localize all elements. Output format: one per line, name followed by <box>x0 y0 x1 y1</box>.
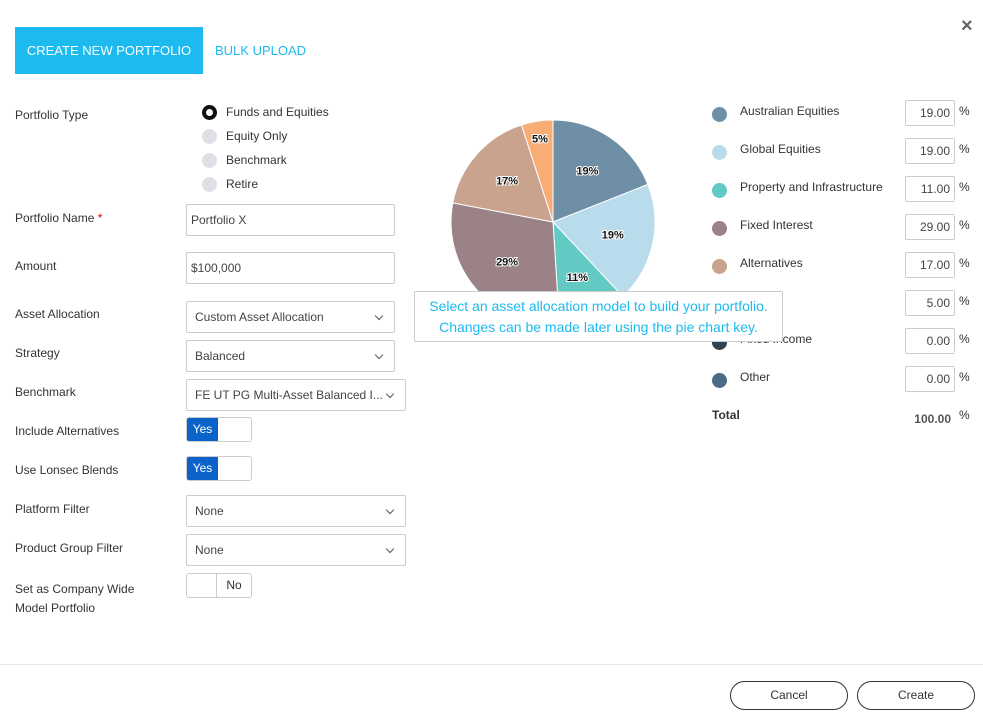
legend-label: Alternatives <box>740 256 803 270</box>
unit: % <box>959 180 970 194</box>
allocation-input[interactable]: 19.00 <box>905 100 955 126</box>
legend-swatch <box>712 183 727 198</box>
toggle-text: No <box>216 574 251 597</box>
unit: % <box>959 104 970 118</box>
slice-label: 19% <box>602 229 624 241</box>
allocation-input[interactable]: 0.00 <box>905 328 955 354</box>
legend-label: Other <box>740 370 771 384</box>
legend-label: Property and Infrastructure <box>740 180 883 194</box>
label: Use Lonsec Blends <box>15 463 119 477</box>
radio-label: Funds and Equities <box>226 105 329 119</box>
tooltip-line: Changes can be made later using the pie … <box>439 319 758 335</box>
toggle[interactable]: Yes <box>186 417 252 442</box>
legend-swatch <box>712 145 727 160</box>
label: Amount <box>15 259 57 273</box>
legend-label: Global Equities <box>740 142 821 156</box>
legend-swatch <box>712 221 727 236</box>
allocation-input[interactable]: 5.00 <box>905 290 955 316</box>
radio-label: Retire <box>226 177 259 191</box>
allocation-input[interactable]: 0.00 <box>905 366 955 392</box>
label: Platform Filter <box>15 502 90 516</box>
select[interactable]: None <box>186 495 406 527</box>
unit: % <box>959 408 970 422</box>
legend-swatch <box>712 259 727 274</box>
pie-slice <box>552 183 656 298</box>
pie-slice <box>520 119 554 223</box>
allocation-input[interactable]: 29.00 <box>905 214 955 240</box>
radio-label: Equity Only <box>226 129 288 143</box>
slice-label: 17% <box>496 175 518 187</box>
toggle-text: Yes <box>187 418 218 441</box>
legend-swatch <box>712 373 727 388</box>
slice-label: 19% <box>576 165 598 177</box>
label: Portfolio Type <box>15 108 89 122</box>
slice-label: 5% <box>532 133 548 145</box>
tooltip: Select an asset allocation model to buil… <box>414 291 783 342</box>
label: Benchmark <box>15 385 76 399</box>
select[interactable]: Custom Asset Allocation <box>186 301 395 333</box>
unit: % <box>959 332 970 346</box>
radio[interactable] <box>202 177 217 192</box>
allocation-input[interactable]: 11.00 <box>905 176 955 202</box>
unit: % <box>959 294 970 308</box>
tooltip-line: Select an asset allocation model to buil… <box>429 298 768 314</box>
toggle-text: Yes <box>187 457 218 480</box>
select[interactable]: FE UT PG Multi-Asset Balanced I... <box>186 379 406 411</box>
label: Asset Allocation <box>15 307 100 321</box>
create-button[interactable]: Create <box>857 681 975 710</box>
radio[interactable] <box>202 153 217 168</box>
radio[interactable] <box>202 105 217 120</box>
total-label: Total <box>712 408 740 422</box>
toggle[interactable]: No <box>186 573 252 598</box>
unit: % <box>959 218 970 232</box>
allocation-input[interactable]: 19.00 <box>905 138 955 164</box>
toggle[interactable]: Yes <box>186 456 252 481</box>
slice-label: 29% <box>496 256 518 268</box>
legend-swatch <box>712 107 727 122</box>
unit: % <box>959 142 970 156</box>
select[interactable]: Balanced <box>186 340 395 372</box>
pie-slice <box>452 124 554 223</box>
unit: % <box>959 256 970 270</box>
legend-label: Fixed Interest <box>740 218 813 232</box>
label: Include Alternatives <box>15 424 120 438</box>
legend-label: Australian Equities <box>740 104 840 118</box>
allocation-input[interactable]: 17.00 <box>905 252 955 278</box>
text-input[interactable]: Portfolio X <box>186 204 395 236</box>
label: Set as Company Wide Model Portfolio <box>15 582 135 615</box>
required: * <box>97 211 103 225</box>
total-value: 100.00 <box>914 412 951 426</box>
radio[interactable] <box>202 129 217 144</box>
divider <box>0 664 983 665</box>
unit: % <box>959 370 970 384</box>
label: Strategy <box>15 346 60 360</box>
tab-create[interactable]: CREATE NEW PORTFOLIO <box>15 27 203 74</box>
label-text: Portfolio Name <box>15 211 95 225</box>
label: Portfolio Name * <box>15 211 102 225</box>
close-button[interactable]: × <box>961 15 973 37</box>
cancel-button[interactable]: Cancel <box>730 681 848 710</box>
slice-label: 11% <box>567 272 589 284</box>
text-input[interactable]: $100,000 <box>186 252 395 284</box>
tab-bulk[interactable]: BULK UPLOAD <box>215 43 307 58</box>
radio-label: Benchmark <box>226 153 287 167</box>
label: Product Group Filter <box>15 541 124 555</box>
pie-slice <box>552 119 649 223</box>
select[interactable]: None <box>186 534 406 566</box>
